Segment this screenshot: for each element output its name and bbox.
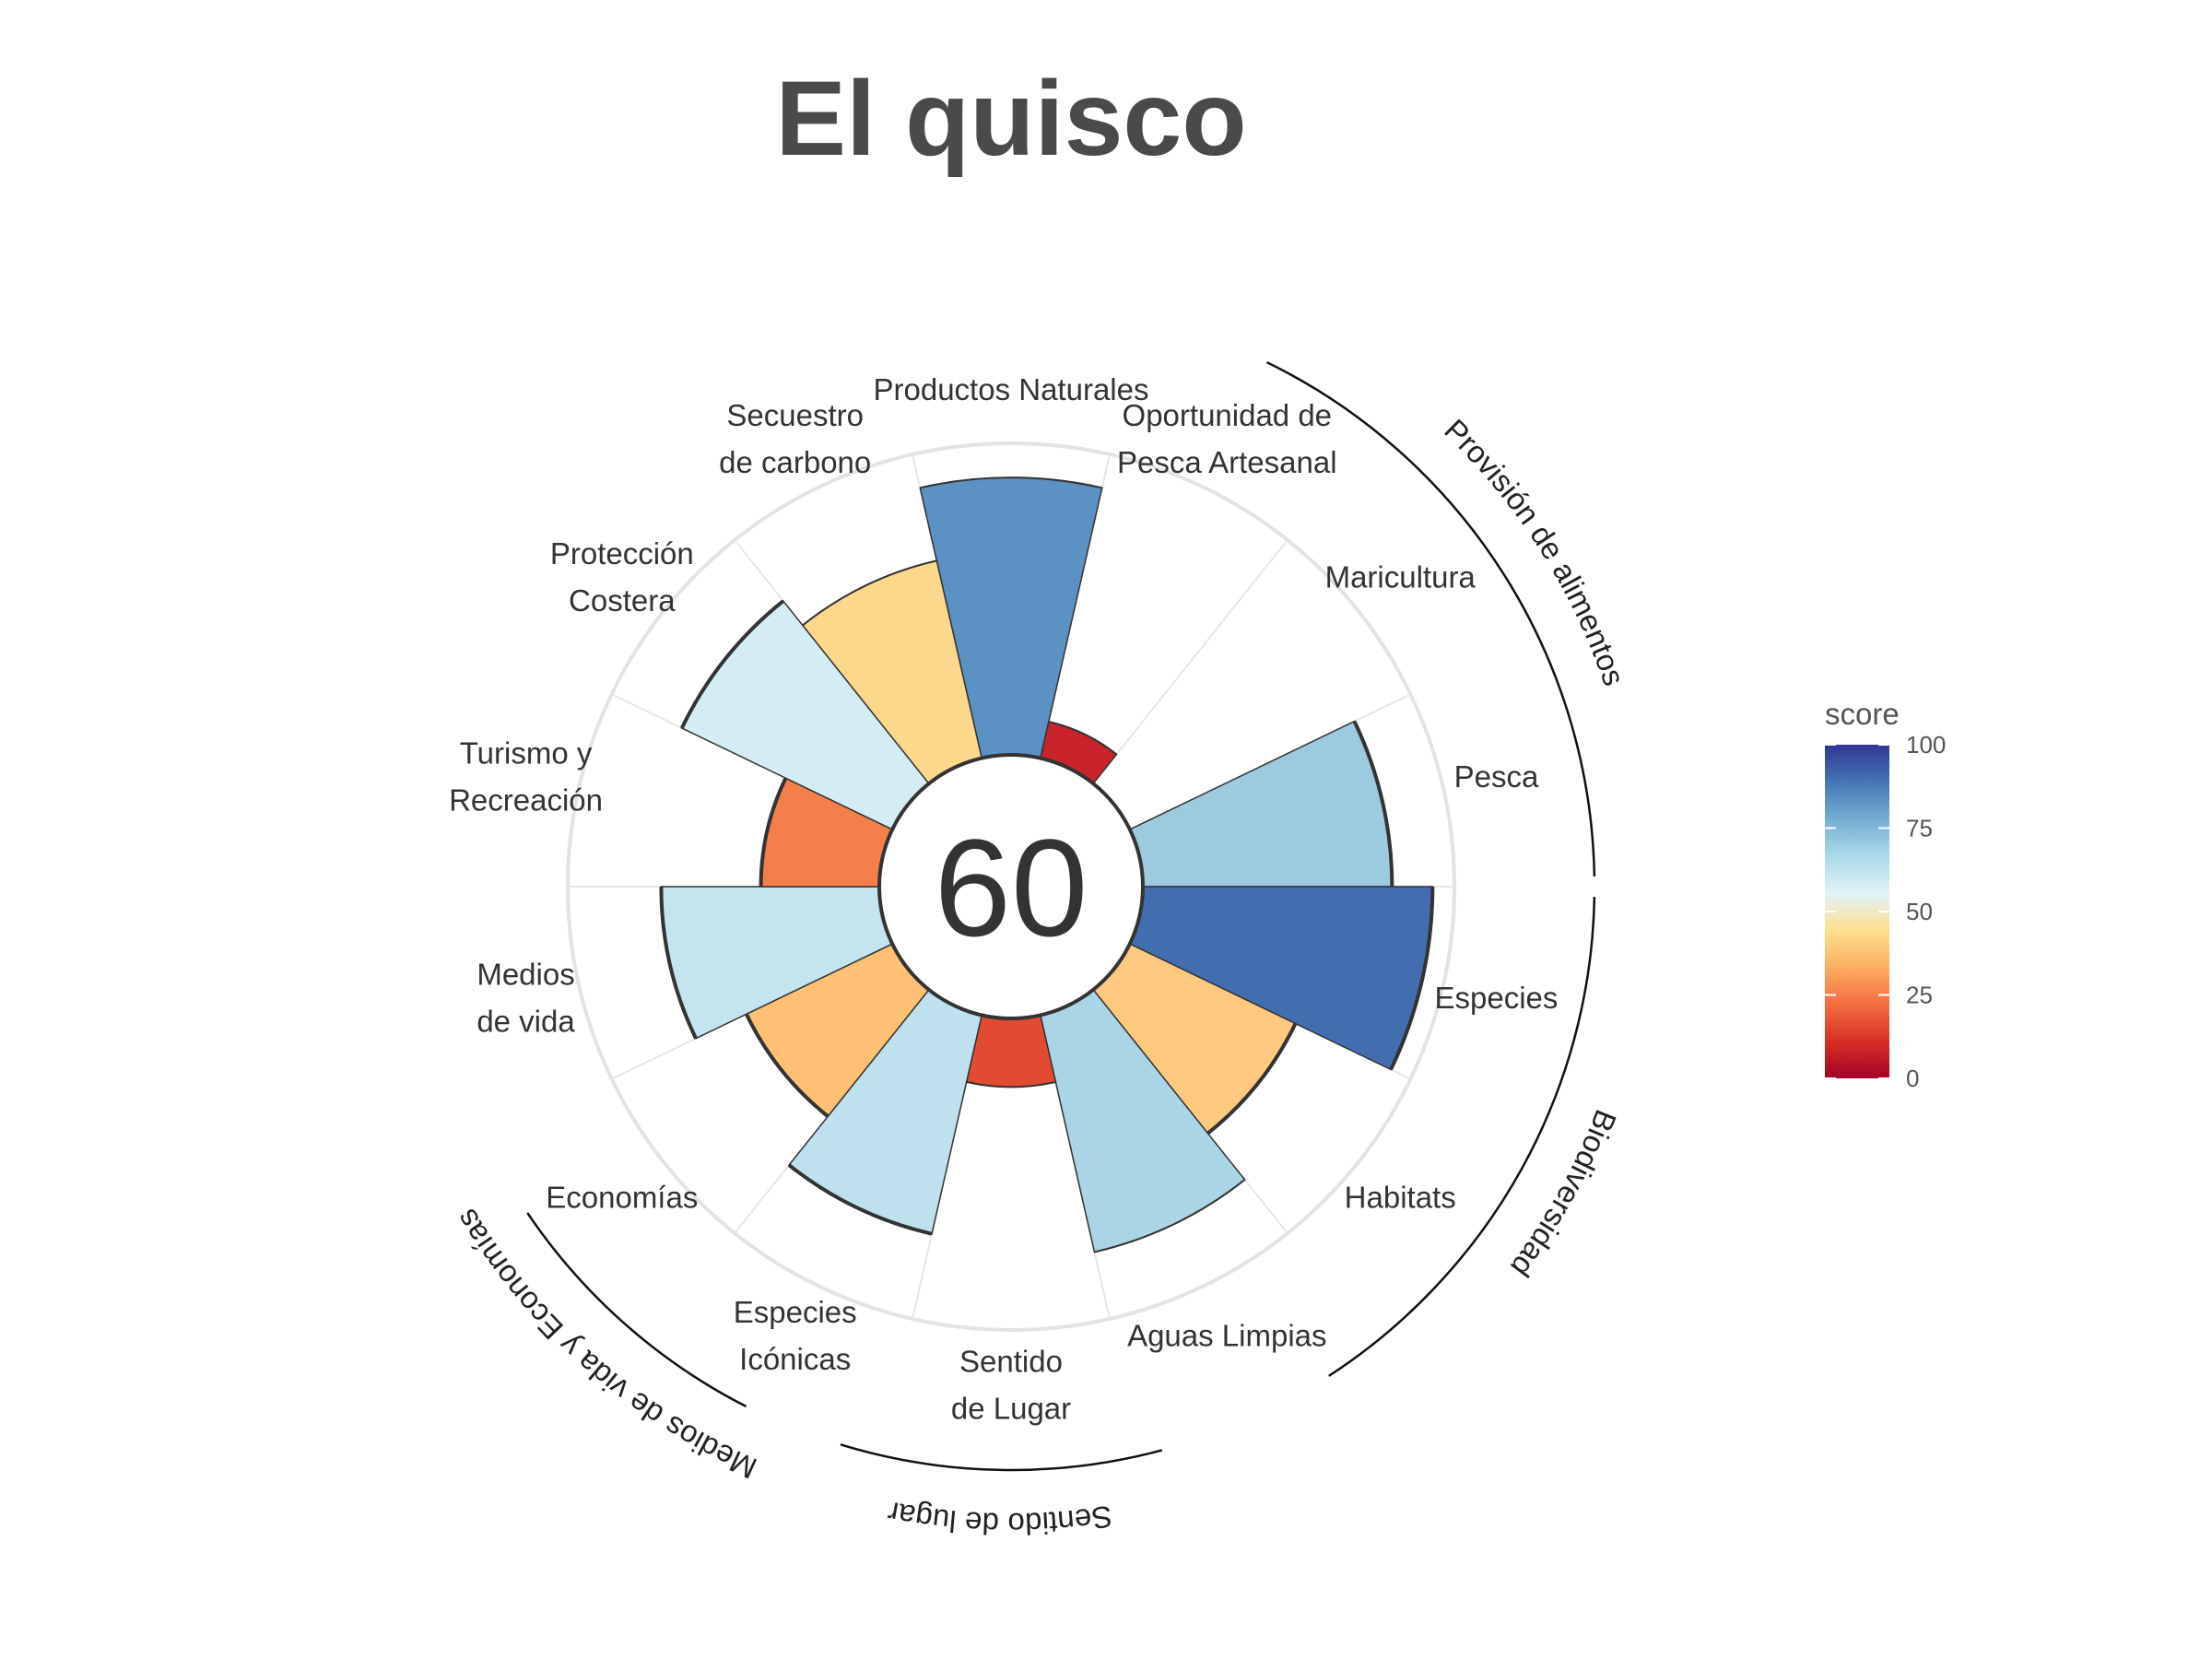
category-label-line: Pesca: [1454, 759, 1539, 794]
category-label: Aguas Limpias: [1127, 1319, 1326, 1353]
center-disc: [877, 753, 1145, 1020]
category-label-line: Pesca Artesanal: [1117, 445, 1336, 479]
category-label-line: Especies: [1435, 981, 1559, 1015]
legend-tick-label: 100: [1906, 731, 1946, 759]
group-arc: [1328, 897, 1596, 1377]
legend-tick-label: 25: [1906, 982, 1933, 1009]
bars: [659, 477, 1435, 1253]
category-label-line: de carbono: [719, 445, 871, 479]
category-label: Especies Icónicas: [734, 1295, 857, 1376]
category-label-line: Oportunidad de: [1123, 398, 1333, 432]
category-label: Turismo y Recreación: [449, 735, 603, 817]
category-label: Economías: [546, 1181, 698, 1215]
category-label-line: Secuestro: [726, 398, 864, 432]
bar-outline: [679, 599, 785, 729]
group-label-path: Sentido de lugar: [885, 1495, 1114, 1541]
bar-outline: [1389, 886, 1435, 1071]
group-label: Medios de vida y Economías: [449, 1204, 762, 1486]
category-label: Secuestro de carbono: [719, 398, 871, 479]
category-label: Pesca: [1454, 759, 1539, 794]
category-label: Especies: [1435, 981, 1559, 1015]
category-label-line: de Lugar: [951, 1392, 1071, 1426]
category-label-line: Medios: [477, 958, 574, 992]
category-label: Maricultura: [1325, 559, 1477, 594]
category-label: Habitats: [1345, 1181, 1456, 1215]
category-label-line: Productos Naturales: [874, 372, 1149, 406]
category-label-line: Sentido: [959, 1345, 1063, 1379]
bar-outline: [659, 886, 698, 1040]
category-label-line: Especies: [734, 1295, 857, 1329]
category-label-line: de vida: [477, 1005, 575, 1039]
category-label-line: Icónicas: [739, 1342, 851, 1376]
legend-tick-label: 50: [1906, 898, 1933, 925]
bar-outline: [1048, 721, 1118, 756]
category-label-line: Protección: [550, 536, 694, 571]
group-label-path: Provisión de alimentos: [1438, 412, 1631, 689]
bar-outline: [1094, 1179, 1246, 1253]
group-label-path: Biodiversidad: [1504, 1105, 1623, 1283]
bar-outline: [920, 477, 1102, 489]
group-arc: [1265, 360, 1596, 877]
legend-title: score: [1825, 697, 1900, 731]
group-arc: [526, 1212, 747, 1408]
category-label: Oportunidad de Pesca Artesanal: [1117, 398, 1336, 479]
legend-tick-label: 75: [1906, 815, 1933, 842]
category-label-line: Aguas Limpias: [1127, 1319, 1326, 1353]
category-label-line: Turismo y: [460, 735, 593, 770]
category-label: Protección Costera: [550, 536, 694, 618]
bar-outline: [1352, 720, 1394, 888]
center-score: 60: [935, 810, 1088, 965]
category-label-line: Maricultura: [1325, 559, 1477, 594]
group-label: Provisión de alimentos: [1438, 412, 1631, 689]
bar-outline: [787, 1163, 933, 1236]
group-label: Biodiversidad: [1504, 1105, 1623, 1283]
category-label-line: Recreación: [449, 782, 603, 817]
radial-gridline: [1092, 539, 1288, 784]
category-label-line: Habitats: [1345, 1181, 1456, 1215]
category-label: Medios de vida: [477, 958, 575, 1039]
bar: [1128, 720, 1394, 888]
bar-outline: [759, 777, 788, 888]
bar-outline: [802, 559, 937, 627]
category-label-line: Costera: [569, 583, 676, 618]
chart-title: El quisco: [775, 60, 1246, 178]
bar-outline: [1206, 1022, 1298, 1135]
legend-tick-label: 0: [1906, 1065, 1919, 1092]
group-label-path: Medios de vida y Economías: [449, 1204, 762, 1486]
category-label: Productos Naturales: [874, 372, 1149, 406]
legend: score 100 75 50 25 0: [1825, 697, 1946, 1092]
bar-outline: [966, 1080, 1056, 1088]
category-label: Sentido de Lugar: [951, 1345, 1071, 1426]
group-label: Sentido de lugar: [885, 1495, 1114, 1541]
bar-outline: [745, 1013, 830, 1118]
group-arc: [840, 1443, 1163, 1472]
category-label-line: Economías: [546, 1181, 698, 1215]
